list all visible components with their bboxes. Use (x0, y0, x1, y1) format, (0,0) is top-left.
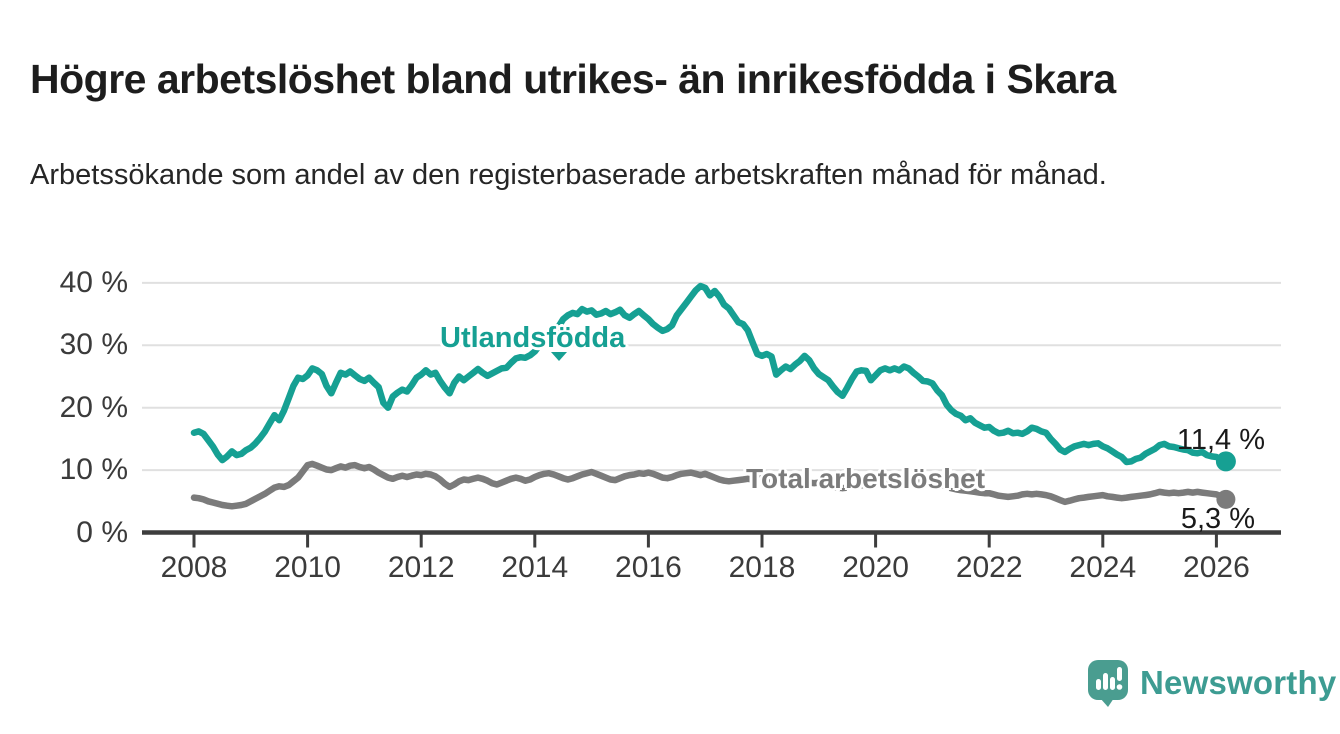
y-axis-tick-label: 40 % (59, 265, 128, 299)
x-axis-tick-label: 2010 (274, 550, 341, 584)
x-axis-tick-label: 2016 (615, 550, 682, 584)
y-axis-tick-label: 10 % (59, 453, 128, 487)
page-title: Högre arbetslöshet bland utrikes- än inr… (30, 56, 1116, 103)
page-subtitle: Arbetssökande som andel av den registerb… (30, 159, 1107, 191)
x-axis-tick-label: 2018 (728, 550, 796, 584)
y-axis-tick-label: 20 % (59, 390, 128, 424)
x-axis-tick-label: 2022 (955, 550, 1023, 584)
brand-name: Newsworthy (1140, 664, 1337, 701)
series-label-pointer-icon (551, 352, 567, 361)
x-axis-tick-label: 2012 (387, 550, 455, 584)
y-axis-tick-label: 0 % (76, 515, 128, 549)
end-value-label-utlandsfodda: 11,4 % (1176, 424, 1265, 456)
x-axis-tick-label: 2014 (501, 550, 569, 584)
x-axis-tick-label: 2008 (160, 550, 228, 584)
series-label-total-arbetsloshet: Total arbetslöshet (746, 463, 986, 494)
series-label-utlandsfodda: Utlandsfödda (440, 322, 626, 354)
brand-footer: Newsworthy (1086, 658, 1336, 708)
x-axis-tick-label: 2020 (842, 550, 909, 584)
end-value-label-total: 5,3 % (1180, 503, 1255, 535)
x-axis-tick-label: 2026 (1183, 550, 1250, 584)
y-axis-tick-label: 30 % (59, 328, 128, 362)
newsworthy-logo-icon (1088, 660, 1128, 707)
x-axis-tick-label: 2024 (1069, 550, 1137, 584)
